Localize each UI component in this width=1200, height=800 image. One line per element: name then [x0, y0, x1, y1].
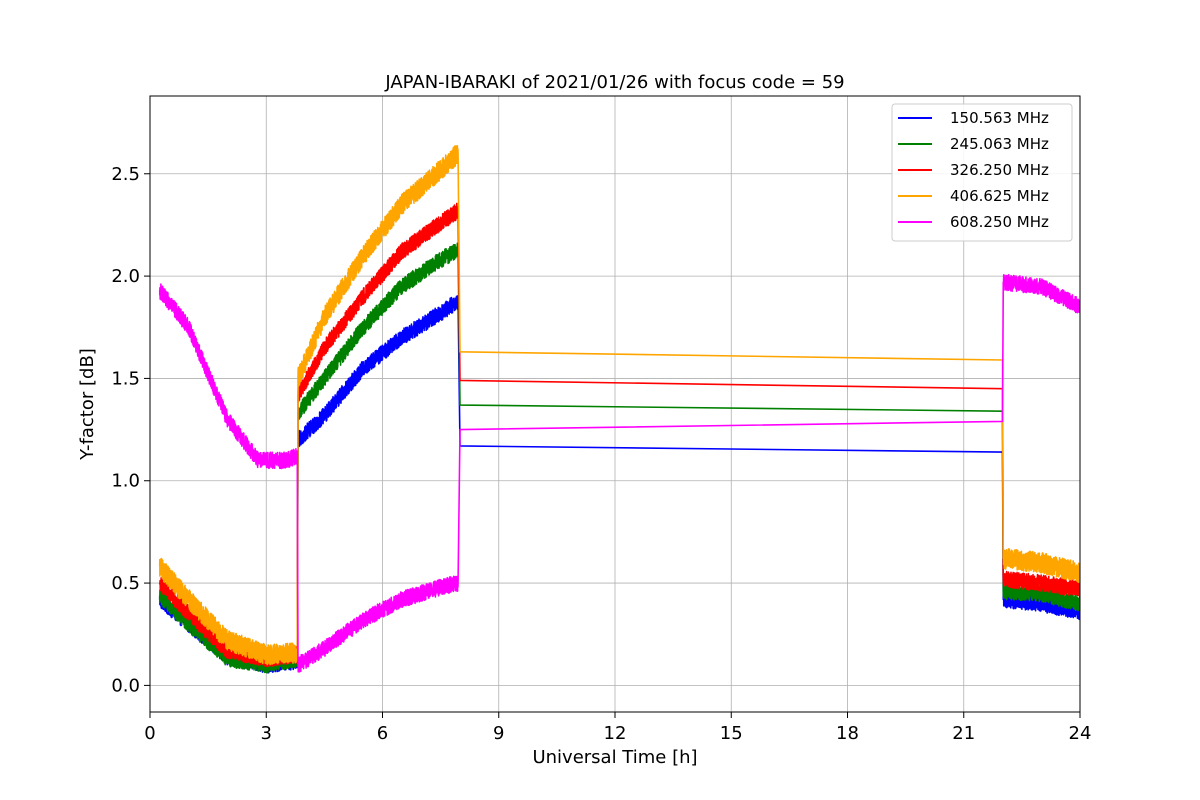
- series-line-4: [158, 144, 1080, 666]
- legend-label: 245.063 MHz: [950, 135, 1049, 153]
- series-layer: [158, 144, 1080, 674]
- y-tick-label: 1.5: [111, 368, 140, 389]
- x-tick-label: 24: [1069, 723, 1092, 744]
- legend-box: [891, 103, 1073, 242]
- x-tick-label: 15: [720, 723, 743, 744]
- x-tick-label: 18: [836, 723, 859, 744]
- legend-items: 150.563 MHz 245.063 MHz 326.250 MHz 406.625…: [898, 109, 1049, 231]
- y-axis-ticks: 0.0 0.5 1.0 1.5 2.0 2.5: [111, 164, 150, 696]
- x-tick-label: 21: [952, 723, 975, 744]
- legend-label: 608.250 MHz: [950, 213, 1049, 231]
- y-tick-label: 0.0: [111, 675, 140, 696]
- y-tick-label: 2.5: [111, 164, 140, 185]
- series-line-3: [158, 202, 1080, 668]
- y-tick-label: 2.0: [111, 266, 140, 287]
- chart-title: JAPAN-IBARAKI of 2021/01/26 with focus c…: [384, 72, 844, 93]
- x-tick-label: 6: [377, 723, 388, 744]
- legend-label: 326.250 MHz: [950, 161, 1049, 179]
- x-tick-label: 0: [144, 723, 155, 744]
- legend-label: 406.625 MHz: [950, 187, 1049, 205]
- y-tick-label: 1.0: [111, 471, 140, 492]
- series-line-5: [158, 273, 1080, 673]
- y-tick-label: 0.5: [111, 573, 140, 594]
- x-tick-label: 9: [493, 723, 504, 744]
- series-line-2: [158, 242, 1080, 674]
- legend: 150.563 MHz 245.063 MHz 326.250 MHz 406.625…: [891, 103, 1073, 242]
- x-axis-ticks: 0 3 6 9 12 15 18 21 24: [144, 712, 1091, 744]
- legend-label: 150.563 MHz: [950, 109, 1049, 127]
- x-axis-label: Universal Time [h]: [532, 747, 697, 768]
- y-axis-label: Y-factor [dB]: [77, 348, 98, 461]
- x-tick-label: 12: [604, 723, 627, 744]
- x-tick-label: 3: [261, 723, 272, 744]
